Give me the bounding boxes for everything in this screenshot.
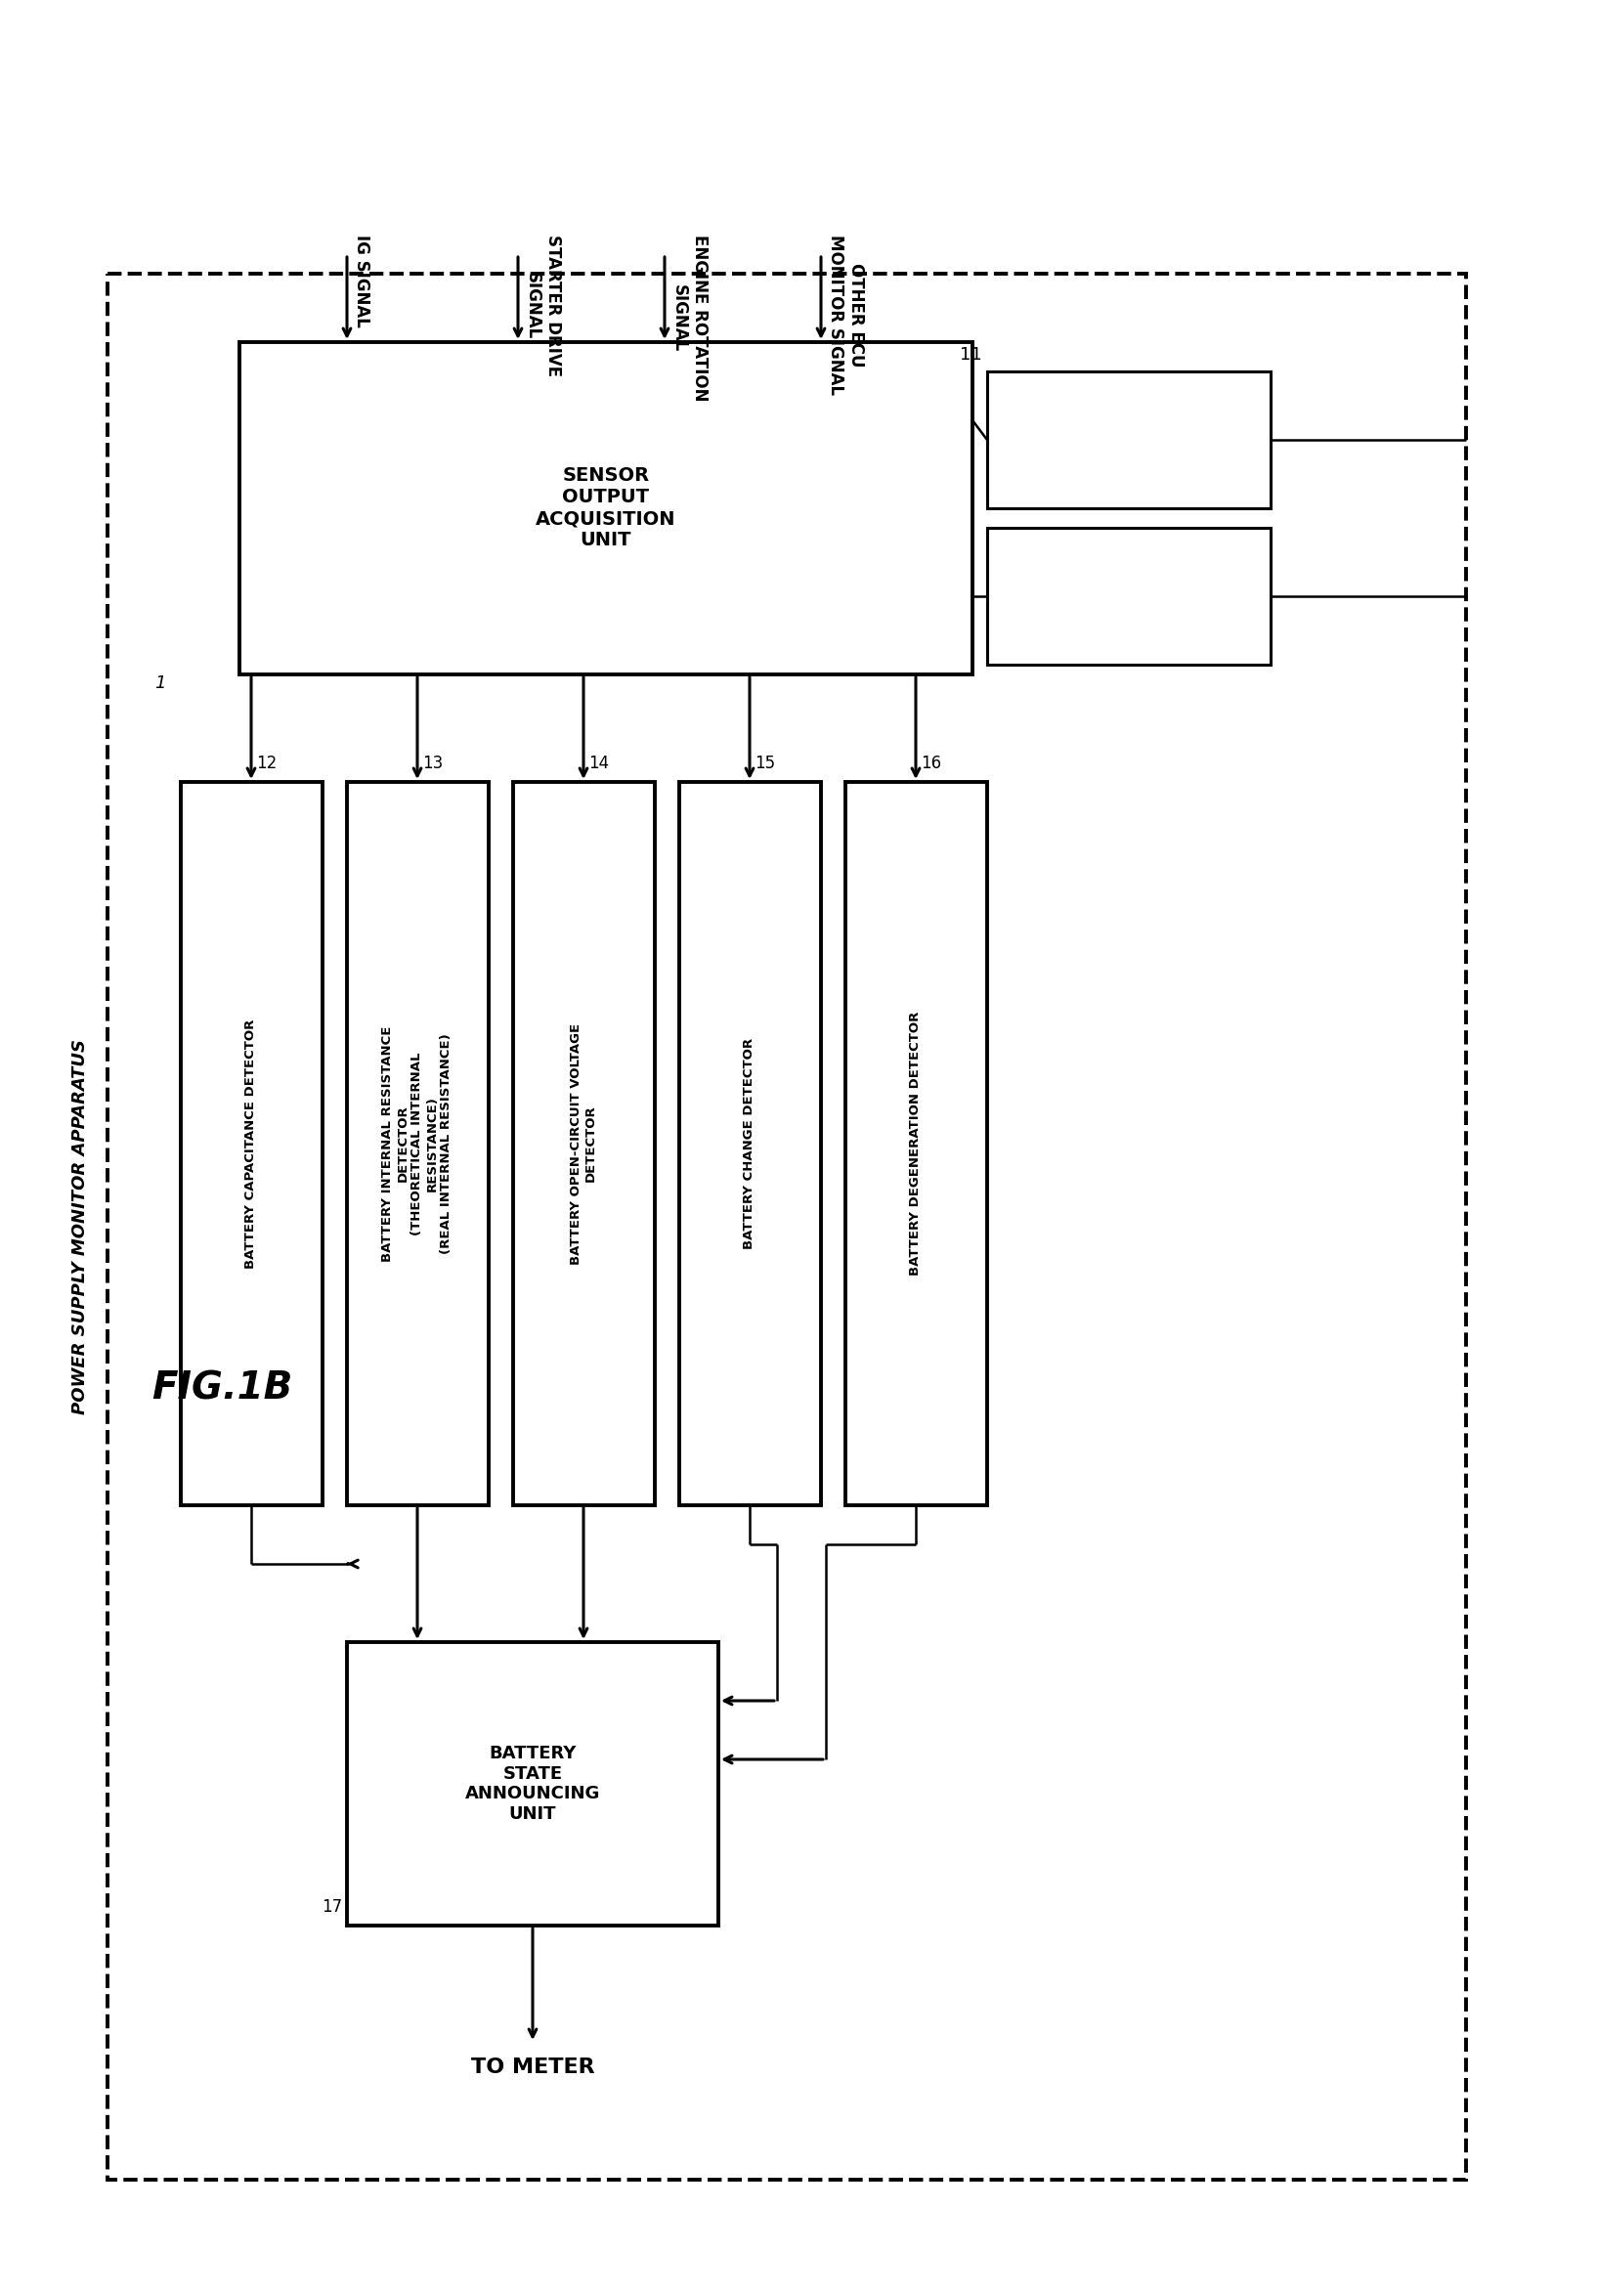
Text: 14: 14 — [588, 755, 608, 771]
Text: 16: 16 — [920, 755, 941, 771]
Text: POWER SUPPLY MONITOR APPARATUS: POWER SUPPLY MONITOR APPARATUS — [72, 1040, 89, 1414]
Text: FIG.1B: FIG.1B — [152, 1368, 292, 1407]
Bar — [679, 783, 821, 1506]
Text: ENGINE ROTATION
SIGNAL: ENGINE ROTATION SIGNAL — [671, 234, 709, 402]
Text: BATTERY OPEN-CIRCUIT VOLTAGE
DETECTOR: BATTERY OPEN-CIRCUIT VOLTAGE DETECTOR — [570, 1022, 597, 1265]
Text: BATTERY DEGENERATION DETECTOR: BATTERY DEGENERATION DETECTOR — [909, 1013, 921, 1277]
Text: SENSOR
OUTPUT
ACQUISITION
UNIT: SENSOR OUTPUT ACQUISITION UNIT — [537, 466, 676, 549]
Bar — [107, 273, 1466, 2179]
Bar — [347, 1642, 719, 1926]
Text: BATTERY CAPACITANCE DETECTOR: BATTERY CAPACITANCE DETECTOR — [244, 1019, 257, 1267]
Text: TO METER: TO METER — [471, 2057, 594, 2078]
Bar — [240, 342, 973, 675]
Bar — [180, 783, 323, 1506]
Text: IG SIGNAL: IG SIGNAL — [353, 234, 371, 328]
Text: 17: 17 — [321, 1899, 342, 1915]
Bar — [513, 783, 655, 1506]
Text: STARTER DRIVE
SIGNAL: STARTER DRIVE SIGNAL — [524, 234, 562, 377]
Bar — [347, 783, 489, 1506]
Text: 15: 15 — [754, 755, 775, 771]
Text: OTHER ECU
MONITOR SIGNAL: OTHER ECU MONITOR SIGNAL — [827, 234, 864, 395]
Text: BATTERY INTERNAL RESISTANCE
DETECTOR
(THEORETICAL INTERNAL
RESISTANCE)
(REAL INT: BATTERY INTERNAL RESISTANCE DETECTOR (TH… — [382, 1026, 454, 1261]
Text: BATTERY
STATE
ANNOUNCING
UNIT: BATTERY STATE ANNOUNCING UNIT — [465, 1745, 600, 1823]
Text: BATTERY CHANGE DETECTOR: BATTERY CHANGE DETECTOR — [743, 1038, 755, 1249]
Bar — [987, 528, 1271, 664]
Text: 12: 12 — [256, 755, 276, 771]
Bar — [987, 372, 1271, 507]
Text: 13: 13 — [422, 755, 442, 771]
Text: 11: 11 — [960, 347, 982, 363]
Bar — [845, 783, 987, 1506]
Text: 1: 1 — [155, 675, 166, 691]
